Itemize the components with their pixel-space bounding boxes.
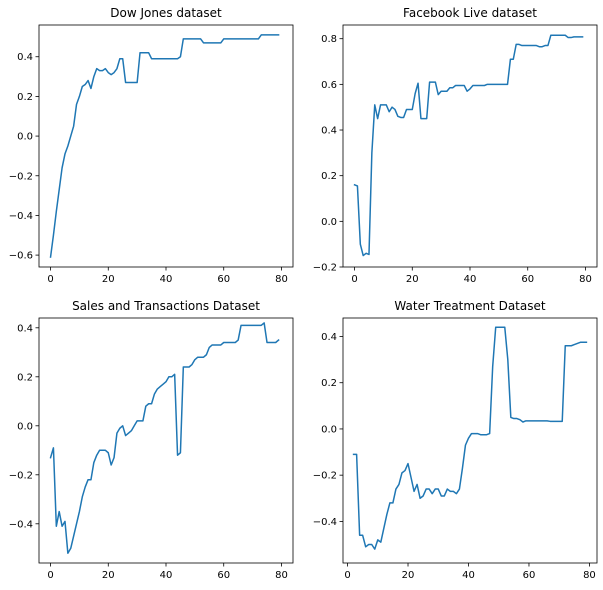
- x-tick-label: 60: [217, 274, 230, 285]
- x-tick-label: 40: [462, 570, 475, 581]
- y-tick-label: −0.4: [9, 519, 33, 530]
- subplot-water-treatment: Water Treatment Dataset 0 20 40 60 80 −0.4 −0.…: [313, 299, 598, 581]
- x-tick-label: 20: [402, 570, 415, 581]
- x-tick-label: 40: [160, 274, 173, 285]
- y-tick-label: −0.2: [313, 263, 337, 274]
- y-tick-label: 0.4: [321, 126, 337, 137]
- y-tick-label: 0.2: [321, 378, 337, 389]
- y-tick-label: −0.6: [9, 251, 33, 262]
- x-tick-label: 0: [344, 570, 350, 581]
- x-tick-label: 80: [579, 274, 592, 285]
- y-tick-label: 0.4: [17, 52, 33, 63]
- series-line: [49, 322, 280, 554]
- x-tick-label: 20: [102, 570, 115, 581]
- y-tick-label: −0.2: [313, 471, 337, 482]
- y-tick-label: −0.4: [313, 517, 337, 528]
- x-tick-label: 80: [583, 570, 596, 581]
- y-tick-label: −0.2: [9, 171, 33, 182]
- x-tick-label: 0: [47, 570, 53, 581]
- x-tick-label: 40: [464, 274, 477, 285]
- y-tick-label: −0.4: [9, 211, 33, 222]
- y-tick-label: 0.2: [321, 171, 337, 182]
- x-tick-label: 80: [275, 570, 288, 581]
- axes-frame: [342, 317, 598, 564]
- subplot-title: Water Treatment Dataset: [394, 299, 545, 313]
- y-tick-label: 0.2: [17, 372, 33, 383]
- x-tick-label: 20: [406, 274, 419, 285]
- y-tick-label: 0.0: [17, 421, 33, 432]
- x-tick-label: 0: [351, 274, 357, 285]
- y-tick-label: 0.0: [321, 217, 337, 228]
- y-tick-label: 0.8: [321, 34, 337, 45]
- series-line: [353, 34, 584, 257]
- x-tick-label: 40: [160, 570, 173, 581]
- y-tick-label: 0.0: [17, 132, 33, 143]
- x-tick-label: 60: [521, 274, 534, 285]
- subplot-title: Dow Jones dataset: [110, 6, 222, 20]
- y-tick-label: 0.6: [321, 80, 337, 91]
- subplot-facebook-live: Facebook Live dataset 0 20 40 60 80 −0.2 0.0 0.…: [313, 6, 598, 285]
- x-tick-label: 0: [47, 274, 53, 285]
- series-line: [352, 326, 588, 550]
- y-tick-label: 0.0: [321, 424, 337, 435]
- y-tick-label: 0.2: [17, 92, 33, 103]
- x-tick-label: 60: [523, 570, 536, 581]
- subplot-title: Sales and Transactions Dataset: [72, 299, 260, 313]
- y-tick-label: −0.2: [9, 470, 33, 481]
- y-tick-label: 0.4: [321, 332, 337, 343]
- x-tick-label: 60: [217, 570, 230, 581]
- subplot-title: Facebook Live dataset: [403, 6, 537, 20]
- series-line: [49, 34, 280, 258]
- x-tick-label: 80: [275, 274, 288, 285]
- subplot-sales-transactions: Sales and Transactions Dataset 0 20 40 60 80…: [9, 299, 294, 581]
- subplot-dow-jones: Dow Jones dataset 0 20 40 60 80 −0.6 −0.4 −0.2 0…: [9, 6, 294, 285]
- y-tick-label: 0.4: [17, 323, 33, 334]
- x-tick-label: 20: [102, 274, 115, 285]
